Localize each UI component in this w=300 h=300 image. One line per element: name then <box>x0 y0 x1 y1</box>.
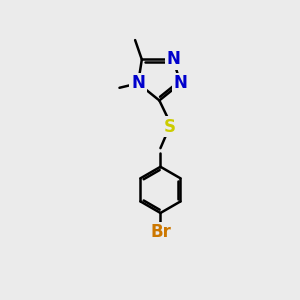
Text: S: S <box>164 118 176 136</box>
Text: N: N <box>131 74 145 92</box>
Text: N: N <box>166 50 180 68</box>
Text: N: N <box>174 74 188 92</box>
Text: Br: Br <box>150 223 171 241</box>
